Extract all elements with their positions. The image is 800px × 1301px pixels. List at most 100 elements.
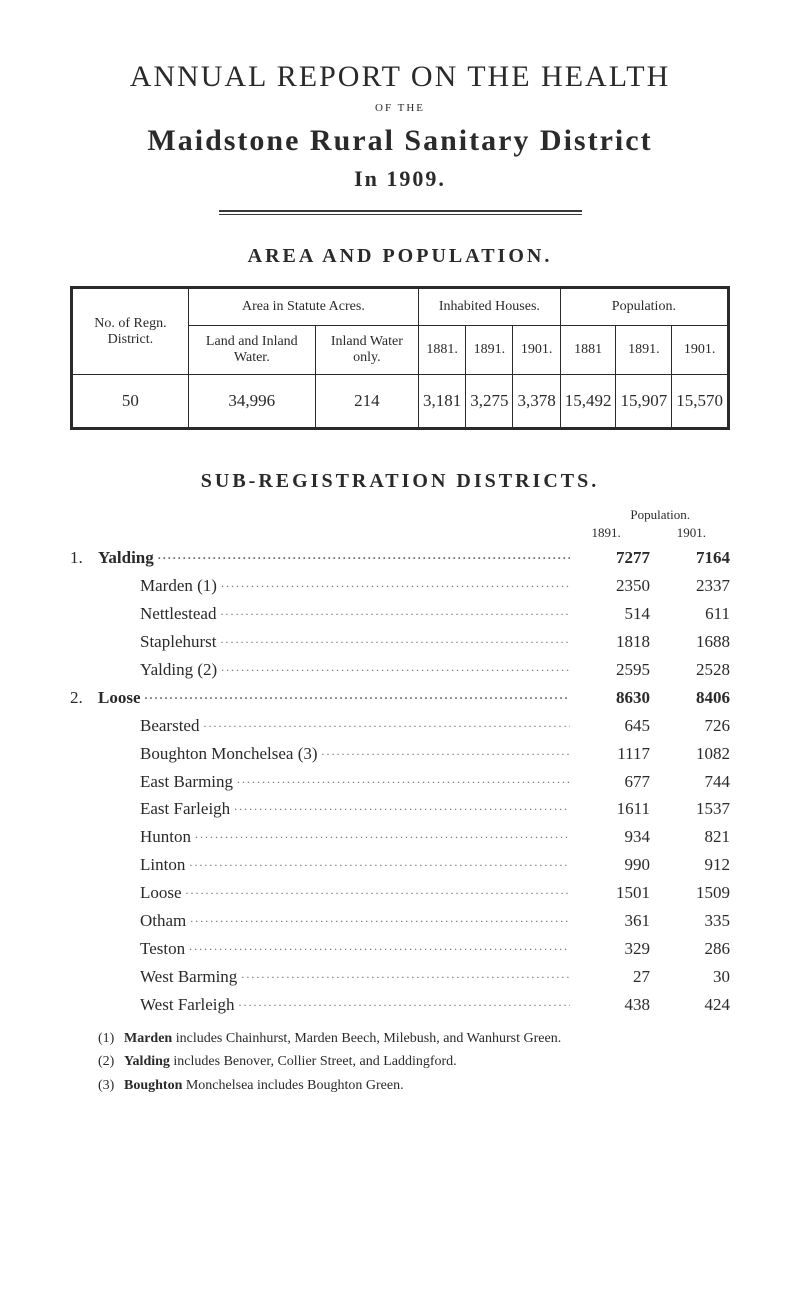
item-name: Bearsted <box>98 715 570 738</box>
cell-p1901: 15,570 <box>672 375 729 429</box>
item-v1891: 1501 <box>570 882 650 905</box>
item-name: Linton <box>98 854 570 877</box>
year-heads: 1891. 1901. <box>70 525 730 541</box>
section-v1891: 8630 <box>570 687 650 710</box>
item-v1901: 424 <box>650 994 730 1017</box>
item-v1901: 1688 <box>650 631 730 654</box>
item-v1891: 329 <box>570 938 650 961</box>
item-v1891: 1818 <box>570 631 650 654</box>
subreg-section-row: 1.Yalding 72777164 <box>70 547 730 570</box>
cell-h1891: 3,275 <box>466 375 513 429</box>
col-no-of: No. of Regn. District. <box>72 288 189 375</box>
year-1891: 1891. <box>592 525 621 541</box>
subreg-item-row: West Barming 2730 <box>70 966 730 989</box>
item-v1891: 514 <box>570 603 650 626</box>
item-v1901: 912 <box>650 854 730 877</box>
cell-p1881: 15,492 <box>560 375 616 429</box>
item-name: Teston <box>98 938 570 961</box>
col-p1881: 1881 <box>560 326 616 375</box>
item-v1901: 30 <box>650 966 730 989</box>
section-name: Yalding <box>98 547 570 570</box>
item-name: West Farleigh <box>98 994 570 1017</box>
item-name: East Barming <box>98 771 570 794</box>
item-name: Nettlestead <box>98 603 570 626</box>
item-v1901: 2528 <box>650 659 730 682</box>
subreg-item-row: Staplehurst 18181688 <box>70 631 730 654</box>
item-v1891: 677 <box>570 771 650 794</box>
col-p1891: 1891. <box>616 326 672 375</box>
population-label: Population. <box>70 507 730 523</box>
item-name: Staplehurst <box>98 631 570 654</box>
cell-land: 34,996 <box>188 375 315 429</box>
footnote-text: Boughton Monchelsea includes Boughton Gr… <box>124 1078 404 1093</box>
footnote: (1)Marden includes Chainhurst, Marden Be… <box>98 1029 730 1049</box>
item-v1901: 1082 <box>650 743 730 766</box>
page-title-year: In 1909. <box>70 166 730 192</box>
col-h1891: 1891. <box>466 326 513 375</box>
item-name: East Farleigh <box>98 798 570 821</box>
subreg-item-row: Hunton 934821 <box>70 826 730 849</box>
subreg-item-row: West Farleigh 438424 <box>70 994 730 1017</box>
cell-no: 50 <box>72 375 189 429</box>
item-v1891: 2595 <box>570 659 650 682</box>
section-num: 2. <box>70 687 98 710</box>
item-v1891: 361 <box>570 910 650 933</box>
subreg-item-row: Linton 990912 <box>70 854 730 877</box>
year-1901: 1901. <box>677 525 706 541</box>
subreg-list: 1.Yalding 72777164 Marden (1) 23502337 Net… <box>70 547 730 1017</box>
cell-water: 214 <box>315 375 418 429</box>
col-water: Inland Water only. <box>315 326 418 375</box>
item-v1901: 726 <box>650 715 730 738</box>
item-v1901: 744 <box>650 771 730 794</box>
item-name: Loose <box>98 882 570 905</box>
item-v1901: 335 <box>650 910 730 933</box>
item-v1901: 1537 <box>650 798 730 821</box>
section-name: Loose <box>98 687 570 710</box>
footnote-text: Marden includes Chainhurst, Marden Beech… <box>124 1031 561 1046</box>
item-v1891: 1117 <box>570 743 650 766</box>
page-title-ofthe: OF THE <box>70 102 730 114</box>
item-name: Marden (1) <box>98 575 570 598</box>
subreg-item-row: East Farleigh 16111537 <box>70 798 730 821</box>
subreg-item-row: Otham 361335 <box>70 910 730 933</box>
divider-rule <box>219 210 582 215</box>
cell-h1901: 3,378 <box>513 375 560 429</box>
subreg-item-row: Marden (1) 23502337 <box>70 575 730 598</box>
subreg-item-row: Loose 15011509 <box>70 882 730 905</box>
item-v1901: 1509 <box>650 882 730 905</box>
page-title-district: Maidstone Rural Sanitary District <box>70 124 730 158</box>
item-v1901: 821 <box>650 826 730 849</box>
item-name: Otham <box>98 910 570 933</box>
subreg-heading: SUB-REGISTRATION DISTRICTS. <box>70 470 730 493</box>
subreg-item-row: Bearsted 645726 <box>70 715 730 738</box>
footnote-num: (1) <box>98 1029 124 1049</box>
item-v1901: 286 <box>650 938 730 961</box>
item-v1891: 645 <box>570 715 650 738</box>
subreg-item-row: East Barming 677744 <box>70 771 730 794</box>
section-v1901: 8406 <box>650 687 730 710</box>
section-v1901: 7164 <box>650 547 730 570</box>
item-v1891: 934 <box>570 826 650 849</box>
item-v1891: 27 <box>570 966 650 989</box>
page-title-main: ANNUAL REPORT ON THE HEALTH <box>70 60 730 94</box>
group-houses: Inhabited Houses. <box>418 288 560 326</box>
subreg-item-row: Yalding (2) 25952528 <box>70 659 730 682</box>
col-h1881: 1881. <box>418 326 465 375</box>
subreg-item-row: Teston 329286 <box>70 938 730 961</box>
footnote-num: (3) <box>98 1076 124 1096</box>
group-area: Area in Statute Acres. <box>188 288 418 326</box>
item-v1891: 1611 <box>570 798 650 821</box>
group-population: Population. <box>560 288 728 326</box>
area-pop-heading: AREA AND POPULATION. <box>70 245 730 268</box>
cell-h1881: 3,181 <box>418 375 465 429</box>
subreg-item-row: Boughton Monchelsea (3) 11171082 <box>70 743 730 766</box>
item-v1891: 990 <box>570 854 650 877</box>
cell-p1891: 15,907 <box>616 375 672 429</box>
area-pop-table: No. of Regn. District. Area in Statute A… <box>70 286 730 430</box>
section-v1891: 7277 <box>570 547 650 570</box>
footnote: (2)Yalding includes Benover, Collier Str… <box>98 1052 730 1072</box>
section-num: 1. <box>70 547 98 570</box>
item-name: West Barming <box>98 966 570 989</box>
item-v1901: 611 <box>650 603 730 626</box>
footnote-text: Yalding includes Benover, Collier Street… <box>124 1054 457 1069</box>
